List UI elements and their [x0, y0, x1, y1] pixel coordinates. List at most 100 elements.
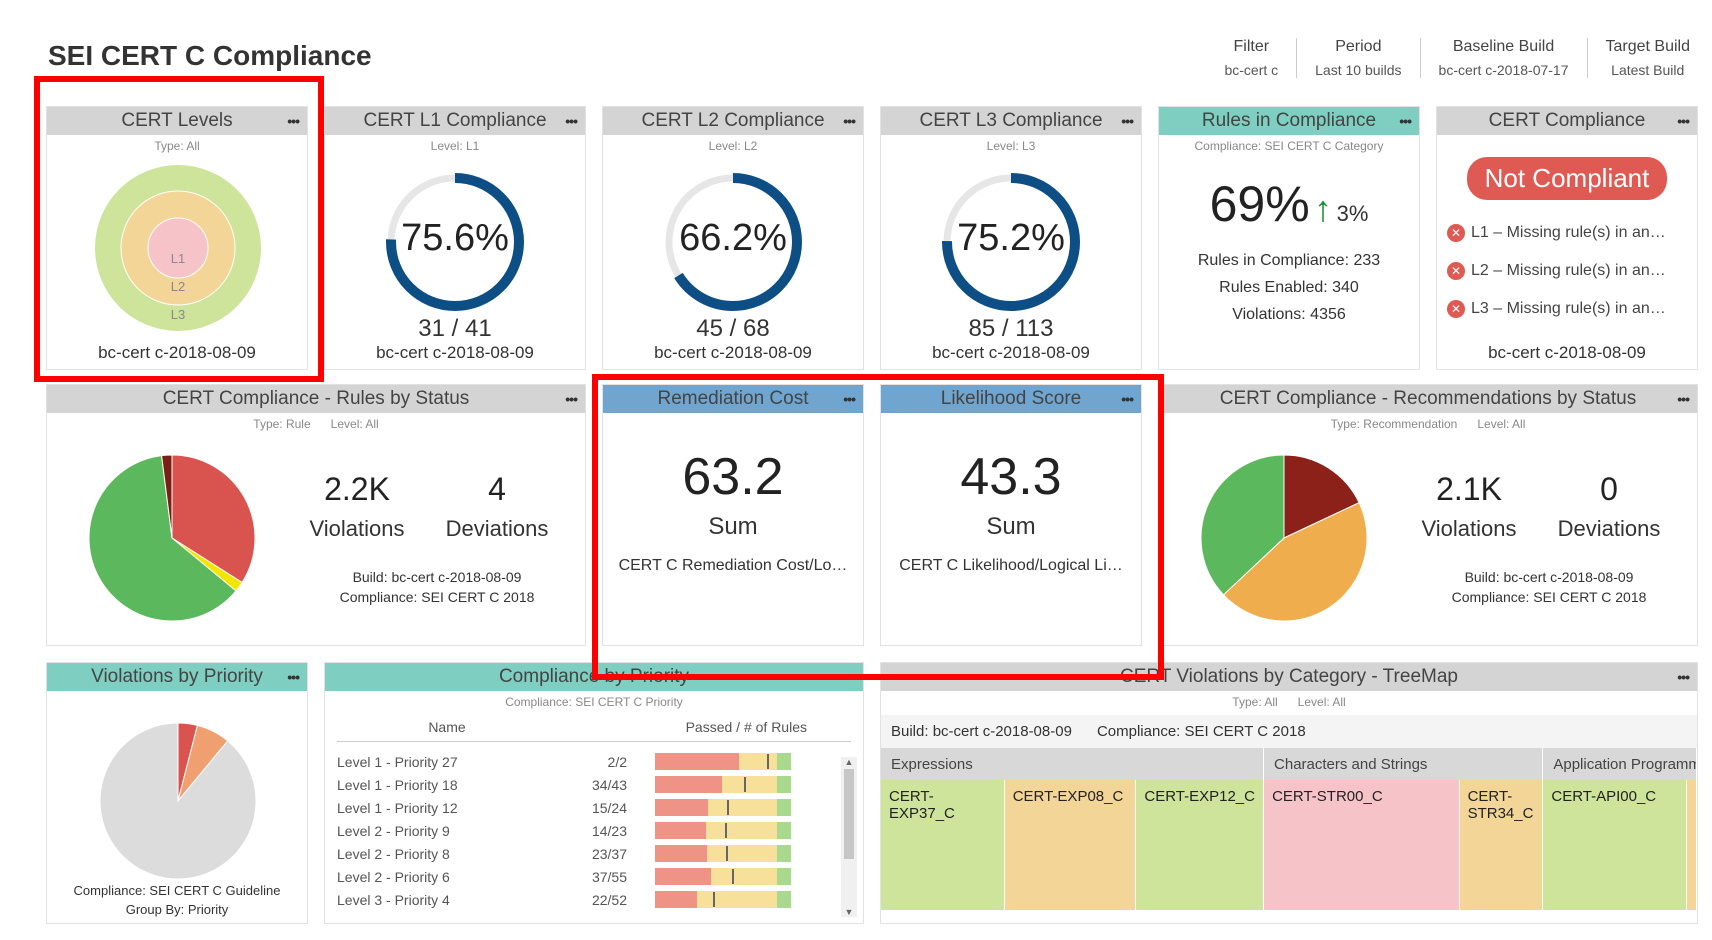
widget-header: Likelihood Score •••: [881, 385, 1141, 413]
missing-item-l1[interactable]: ✕ L1 – Missing rule(s) in an…: [1447, 214, 1697, 252]
scroll-up-icon[interactable]: ▲: [844, 757, 854, 767]
widget-subtitle: Compliance: SEI CERT C Category: [1194, 139, 1384, 153]
fraction: 31 / 41: [418, 315, 492, 342]
widget-header: CERT Compliance - Recommendations by Sta…: [1159, 385, 1697, 413]
compliance-by-priority-widget: Compliance by Priority ••• Compliance: SE…: [324, 662, 864, 924]
bar-marker: [725, 823, 728, 838]
violations-label: Violations: [309, 516, 405, 541]
pie-slice[interactable]: [88, 455, 237, 622]
pie-slice[interactable]: [99, 722, 257, 880]
widget-title: CERT Compliance - Rules by Status: [162, 388, 470, 409]
menu-icon[interactable]: •••: [843, 391, 856, 407]
row-passed: 2/2: [607, 753, 627, 770]
compliance-meta: Compliance: SEI CERT C 2018: [339, 589, 535, 605]
build-meta: Build: bc-cert c-2018-08-09: [891, 723, 1072, 740]
widget-header: CERT L2 Compliance •••: [603, 107, 863, 135]
table-row[interactable]: Level 1 - Priority 27 2/2: [325, 750, 863, 773]
table-row[interactable]: Level 1 - Priority 18 34/43: [325, 773, 863, 796]
row-name: Level 3 - Priority 4: [337, 891, 450, 908]
group-by-meta: Group By: Priority: [125, 902, 229, 917]
bar-end-segment: [777, 753, 791, 770]
pie-slice[interactable]: [1283, 454, 1360, 539]
treemap-cell[interactable]: CERT-STR00_C: [1264, 780, 1460, 910]
recs-by-status-widget: CERT Compliance - Recommendations by Sta…: [1158, 384, 1698, 646]
rules-status-pie[interactable]: [87, 453, 257, 623]
bar-passed-segment: [655, 868, 712, 885]
treemap-group-expressions[interactable]: Expressions: [881, 748, 1265, 780]
widget-title: Likelihood Score: [940, 388, 1082, 409]
baseline-build-field[interactable]: Baseline Build bc-cert c-2018-07-17: [1419, 38, 1587, 78]
treemap-cell[interactable]: CERT-EXP37_C: [881, 780, 1005, 910]
target-build-label: Target Build: [1605, 38, 1691, 55]
table-row[interactable]: Level 2 - Priority 6 37/55: [325, 865, 863, 888]
baseline-build-value: bc-cert c-2018-07-17: [1438, 62, 1569, 78]
row-passed: 34/43: [591, 776, 627, 793]
scrollbar[interactable]: ▲ ▼: [841, 757, 857, 917]
menu-icon[interactable]: •••: [1399, 113, 1412, 129]
l3-donut: 75.2%: [936, 167, 1086, 317]
bar-passed-segment: [655, 776, 722, 793]
priority-pie[interactable]: [98, 721, 258, 881]
menu-icon[interactable]: •••: [565, 391, 578, 407]
menu-icon[interactable]: •••: [1121, 391, 1134, 407]
row-passed: 22/52: [591, 891, 627, 908]
menu-icon[interactable]: •••: [565, 113, 578, 129]
scroll-thumb[interactable]: [844, 769, 854, 859]
bar-mid-segment: [706, 822, 778, 839]
treemap-group-api[interactable]: Application Programm: [1543, 748, 1697, 780]
scroll-down-icon[interactable]: ▼: [844, 907, 854, 917]
table-row[interactable]: Level 1 - Priority 12 15/24: [325, 796, 863, 819]
highlight-box-levels: [34, 76, 324, 382]
menu-icon[interactable]: •••: [1677, 113, 1690, 129]
ring-label-l3: L3: [171, 307, 185, 322]
menu-icon[interactable]: •••: [1121, 113, 1134, 129]
progress-bar: [655, 753, 791, 770]
bar-passed-segment: [655, 799, 709, 816]
widget-header: CERT Levels •••: [47, 107, 307, 135]
column-passed[interactable]: Passed / # of Rules: [685, 719, 807, 735]
error-x-icon: ✕: [1447, 300, 1465, 318]
treemap-cell[interactable]: [1687, 780, 1697, 910]
table-row[interactable]: Level 2 - Priority 8 23/37: [325, 842, 863, 865]
missing-item-l3[interactable]: ✕ L3 – Missing rule(s) in an…: [1447, 290, 1697, 328]
treemap-cell[interactable]: CERT-STR34_C: [1459, 780, 1544, 910]
pie-slice[interactable]: [1200, 454, 1285, 596]
ring-label-l2: L2: [171, 279, 185, 294]
bar-marker: [713, 892, 716, 907]
widget-header: Rules in Compliance •••: [1159, 107, 1419, 135]
missing-item-label: L2 – Missing rule(s) in an…: [1471, 262, 1666, 279]
widget-subtitle: Level: L2: [708, 139, 758, 153]
treemap-cell[interactable]: CERT-API00_C: [1543, 780, 1688, 910]
pie-slice[interactable]: [161, 454, 173, 539]
menu-icon[interactable]: •••: [1677, 669, 1690, 685]
target-build-field[interactable]: Target Build Latest Build: [1586, 38, 1709, 78]
bar-mid-segment: [708, 799, 778, 816]
filter-field[interactable]: Filter bc-cert c: [1206, 38, 1296, 78]
rules-by-status-widget: CERT Compliance - Rules by Status ••• Typ…: [46, 384, 586, 646]
donut-arc: [386, 173, 524, 311]
menu-icon[interactable]: •••: [843, 113, 856, 129]
highlight-box-metrics: [592, 374, 1164, 680]
table-row[interactable]: Level 3 - Priority 4 22/52: [325, 888, 863, 911]
donut-svg: [386, 173, 524, 311]
bar-end-segment: [777, 868, 791, 885]
cert-l3-widget: CERT L3 Compliance ••• Level: L3 75.2% 85…: [880, 106, 1142, 370]
column-name[interactable]: Name: [428, 719, 466, 735]
menu-icon[interactable]: •••: [287, 669, 300, 685]
table-row[interactable]: Level 2 - Priority 9 14/23: [325, 819, 863, 842]
period-field[interactable]: Period Last 10 builds: [1296, 38, 1419, 78]
widget-subtitle: Type: All Level: All: [881, 695, 1697, 709]
recs-status-pie[interactable]: [1199, 453, 1369, 623]
missing-item-l2[interactable]: ✕ L2 – Missing rule(s) in an…: [1447, 252, 1697, 290]
menu-icon[interactable]: •••: [287, 113, 300, 129]
sum-label: Sum: [708, 513, 758, 540]
donut-value: 75.2%: [957, 217, 1065, 259]
pie-slice[interactable]: [1222, 501, 1368, 622]
treemap-group-strings[interactable]: Characters and Strings: [1264, 748, 1544, 780]
donut-arc: [664, 173, 802, 311]
treemap-cell[interactable]: CERT-EXP08_C: [1004, 780, 1137, 910]
widget-title: CERT L1 Compliance: [363, 110, 547, 131]
row-name: Level 2 - Priority 9: [337, 822, 450, 839]
menu-icon[interactable]: •••: [1677, 391, 1690, 407]
treemap-cell[interactable]: CERT-EXP12_C: [1136, 780, 1265, 910]
